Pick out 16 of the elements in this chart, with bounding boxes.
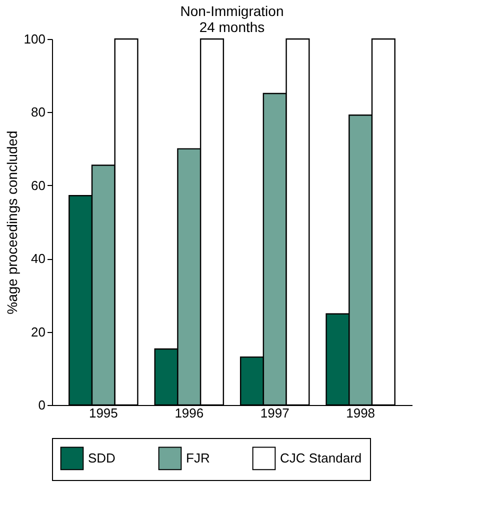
- y-tick-label: 40: [31, 251, 46, 266]
- y-tick-label: 100: [24, 32, 46, 46]
- text: 24 months: [199, 19, 265, 35]
- y-tick-label: 60: [31, 178, 46, 193]
- legend-label: FJR: [186, 450, 210, 466]
- x-tick-label: 1998: [346, 406, 376, 420]
- legend-label: CJC Standard: [280, 450, 362, 466]
- y-axis-title: %age proceedings concluded: [4, 130, 20, 314]
- legend-label: SDD: [88, 450, 116, 466]
- x-tick-label: 1997: [260, 406, 290, 420]
- text: Non-Immigration: [180, 3, 284, 19]
- x-tick-label: 1996: [174, 406, 204, 420]
- y-tick-label: 0: [38, 398, 46, 412]
- y-tick-label: 80: [31, 104, 46, 120]
- y-tick-label: 20: [31, 324, 46, 340]
- x-tick-label: 1995: [88, 406, 118, 420]
